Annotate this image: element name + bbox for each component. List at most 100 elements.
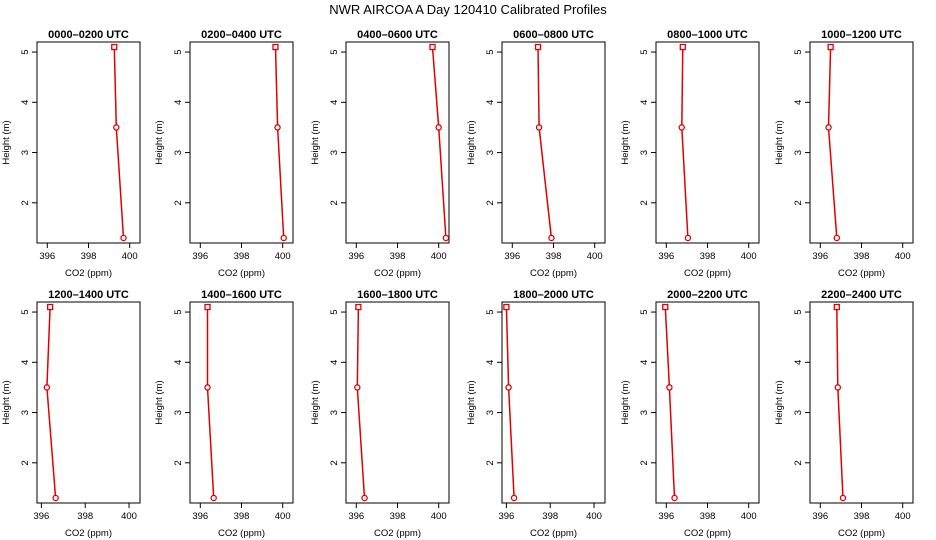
y-tick-label: 5 bbox=[329, 49, 340, 54]
plot-frame bbox=[501, 41, 606, 244]
data-point bbox=[548, 234, 555, 242]
y-tick-label: 4 bbox=[20, 360, 31, 365]
data-point bbox=[435, 124, 442, 131]
y-tick-label: 3 bbox=[20, 150, 31, 155]
y-tick-label: 4 bbox=[329, 360, 340, 365]
y-tick-label: 5 bbox=[639, 49, 650, 54]
x-tick-label: 396 bbox=[348, 511, 364, 522]
plot-frame bbox=[36, 301, 141, 504]
y-axis-label: Height (m) bbox=[466, 120, 477, 164]
x-axis-label: CO2 (ppm) bbox=[65, 528, 112, 539]
data-point bbox=[361, 494, 368, 502]
x-tick-label: 400 bbox=[275, 251, 291, 262]
data-point bbox=[662, 303, 669, 311]
x-tick-label: 400 bbox=[741, 251, 757, 262]
x-tick-label: 400 bbox=[431, 511, 447, 522]
panel-title: 0800–1000 UTC bbox=[667, 29, 748, 41]
data-point bbox=[839, 494, 847, 502]
plot-frame bbox=[189, 41, 294, 244]
x-tick-label: 400 bbox=[121, 511, 137, 522]
x-tick-label: 400 bbox=[586, 511, 602, 522]
panel-title: 1200–1400 UTC bbox=[48, 289, 129, 301]
data-point bbox=[510, 494, 518, 502]
profile-panel: 1000–1200 UTC 396 398 400 2 3 4 5 CO2 (ppm) Heigh… bbox=[774, 29, 914, 279]
y-axis-label: Height (m) bbox=[466, 380, 477, 424]
x-axis-label: CO2 (ppm) bbox=[838, 528, 885, 539]
plot-frame bbox=[36, 41, 141, 244]
y-axis-label: Height (m) bbox=[620, 380, 631, 424]
y-tick-label: 2 bbox=[329, 460, 340, 465]
x-tick-label: 396 bbox=[658, 511, 674, 522]
y-tick-label: 3 bbox=[639, 150, 650, 155]
y-tick-label: 4 bbox=[485, 360, 496, 365]
x-tick-label: 396 bbox=[348, 251, 364, 262]
x-tick-label: 398 bbox=[700, 511, 716, 522]
data-point bbox=[834, 384, 842, 391]
data-point bbox=[111, 43, 118, 51]
y-tick-label: 4 bbox=[329, 100, 340, 105]
x-tick-label: 398 bbox=[854, 511, 870, 522]
y-tick-label: 3 bbox=[793, 150, 804, 155]
profile-line bbox=[827, 46, 838, 239]
y-axis-label: Height (m) bbox=[310, 380, 321, 424]
x-tick-label: 398 bbox=[546, 251, 562, 262]
panel-grid: 0000–0200 UTC 396 398 400 2 3 4 5 CO2 (ppm) Heigh… bbox=[1, 29, 914, 539]
x-tick-label: 398 bbox=[390, 251, 406, 262]
data-point bbox=[678, 124, 686, 131]
x-axis-label: CO2 (ppm) bbox=[65, 268, 112, 279]
profile-panel: 0600–0800 UTC 396 398 400 2 3 4 5 CO2 (ppm) Heigh… bbox=[466, 29, 606, 279]
y-axis-label: Height (m) bbox=[774, 120, 785, 164]
data-point bbox=[679, 43, 686, 51]
y-tick-label: 2 bbox=[485, 460, 496, 465]
y-axis-label: Height (m) bbox=[774, 380, 785, 424]
x-axis-label: CO2 (ppm) bbox=[374, 528, 421, 539]
y-tick-label: 2 bbox=[20, 460, 31, 465]
data-point bbox=[280, 234, 287, 242]
y-tick-label: 5 bbox=[793, 49, 804, 54]
data-point bbox=[120, 234, 127, 242]
data-point bbox=[204, 384, 211, 391]
data-point bbox=[825, 124, 832, 131]
x-tick-label: 398 bbox=[81, 251, 97, 262]
y-tick-label: 3 bbox=[173, 150, 184, 155]
y-tick-label: 4 bbox=[20, 100, 31, 105]
profile-panel: 0800–1000 UTC 396 398 400 2 3 4 5 CO2 (ppm) Heigh… bbox=[620, 29, 760, 279]
profile-line bbox=[505, 306, 515, 499]
x-axis-label: CO2 (ppm) bbox=[530, 528, 577, 539]
x-tick-label: 396 bbox=[33, 511, 49, 522]
x-tick-label: 396 bbox=[192, 511, 208, 522]
panel-title: 1000–1200 UTC bbox=[821, 29, 902, 41]
y-axis-label: Height (m) bbox=[154, 380, 165, 424]
y-tick-label: 3 bbox=[173, 410, 184, 415]
profile-panel: 2200–2400 UTC 396 398 400 2 3 4 5 CO2 (ppm) Heigh… bbox=[774, 289, 914, 539]
y-tick-label: 4 bbox=[485, 100, 496, 105]
y-tick-label: 2 bbox=[639, 200, 650, 205]
profile-panel: 1600–1800 UTC 396 398 400 2 3 4 5 CO2 (ppm) Heigh… bbox=[310, 289, 450, 539]
plot-frame bbox=[809, 301, 914, 504]
y-tick-label: 3 bbox=[329, 150, 340, 155]
profile-panel: 0400–0600 UTC 396 398 400 2 3 4 5 CO2 (ppm) Heigh… bbox=[310, 29, 450, 279]
profile-line bbox=[113, 46, 125, 239]
data-point bbox=[355, 303, 362, 311]
x-tick-label: 400 bbox=[895, 511, 911, 522]
x-tick-label: 400 bbox=[275, 511, 291, 522]
x-tick-label: 396 bbox=[812, 251, 828, 262]
profile-line bbox=[206, 307, 215, 499]
y-axis-label: Height (m) bbox=[620, 120, 631, 164]
data-point bbox=[442, 234, 450, 242]
y-tick-label: 3 bbox=[329, 410, 340, 415]
data-point bbox=[534, 43, 542, 51]
profile-panel: 1200–1400 UTC 396 398 400 2 3 4 5 CO2 (ppm) Heigh… bbox=[1, 289, 141, 539]
x-tick-label: 398 bbox=[390, 511, 406, 522]
profile-line bbox=[356, 306, 366, 499]
x-tick-label: 396 bbox=[498, 511, 514, 522]
panel-title: 0000–0200 UTC bbox=[48, 29, 129, 41]
y-tick-label: 5 bbox=[485, 309, 496, 314]
profile-panel: 2000–2200 UTC 396 398 400 2 3 4 5 CO2 (ppm) Heigh… bbox=[620, 289, 760, 539]
plot-frame bbox=[655, 301, 760, 504]
data-point bbox=[535, 124, 543, 131]
y-axis-label: Height (m) bbox=[1, 380, 12, 424]
x-tick-label: 400 bbox=[122, 251, 138, 262]
profile-panel: 1800–2000 UTC 396 398 400 2 3 4 5 CO2 (ppm) Heigh… bbox=[466, 289, 606, 539]
x-tick-label: 400 bbox=[431, 251, 447, 262]
